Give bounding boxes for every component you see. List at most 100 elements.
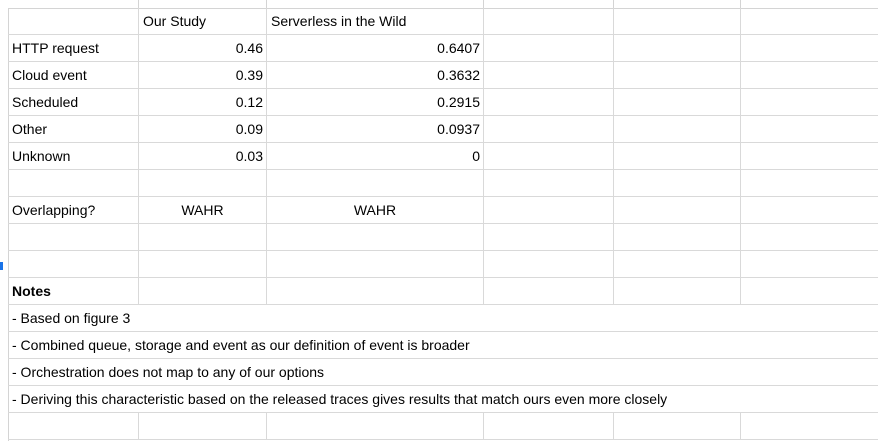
cell[interactable]	[139, 170, 267, 197]
cell[interactable]	[741, 143, 878, 170]
wild-value-cell[interactable]: 0.0937	[267, 116, 484, 143]
cell[interactable]	[614, 143, 741, 170]
cell[interactable]	[614, 35, 741, 62]
note-text: - Deriving this characteristic based on …	[12, 391, 668, 407]
cell[interactable]	[741, 62, 878, 89]
cell[interactable]	[614, 224, 741, 251]
our-study-value-cell[interactable]: 0.09	[139, 116, 267, 143]
cell[interactable]	[741, 170, 878, 197]
cell[interactable]	[484, 143, 614, 170]
note-cell[interactable]: - Orchestration does not map to any of o…	[8, 359, 878, 386]
cell[interactable]	[484, 35, 614, 62]
our-study-value-cell[interactable]: 0.39	[139, 62, 267, 89]
note-cell[interactable]: - Combined queue, storage and event as o…	[8, 332, 878, 359]
cell[interactable]	[267, 224, 484, 251]
cell[interactable]	[267, 251, 484, 278]
cell[interactable]	[139, 251, 267, 278]
row-label-cell[interactable]: Overlapping?	[8, 197, 139, 224]
cell[interactable]	[484, 251, 614, 278]
row-label-cell[interactable]: HTTP request	[8, 35, 139, 62]
note-cell[interactable]: - Based on figure 3	[8, 305, 878, 332]
cell[interactable]	[741, 197, 878, 224]
table-row: Cloud event 0.39 0.3632	[8, 62, 878, 89]
cell[interactable]	[614, 89, 741, 116]
cell[interactable]	[614, 413, 741, 440]
column-header-serverless-in-the-wild[interactable]: Serverless in the Wild	[267, 8, 484, 35]
column-separator[interactable]	[483, 0, 484, 8]
table-row: Scheduled 0.12 0.2915	[8, 89, 878, 116]
cell[interactable]	[614, 116, 741, 143]
cell[interactable]	[8, 251, 139, 278]
cell-text: 0.2915	[437, 94, 480, 110]
cell[interactable]	[484, 62, 614, 89]
cell[interactable]	[741, 8, 878, 35]
cell[interactable]	[614, 8, 741, 35]
cell[interactable]	[8, 224, 139, 251]
our-study-value-cell[interactable]: 0.03	[139, 143, 267, 170]
wild-boolean-cell[interactable]: WAHR	[267, 197, 484, 224]
cell[interactable]	[484, 197, 614, 224]
cell[interactable]	[614, 62, 741, 89]
cell[interactable]	[484, 89, 614, 116]
cell-text: HTTP request	[12, 40, 99, 56]
table-row: - Based on figure 3	[8, 305, 878, 332]
table-row	[8, 170, 878, 197]
notes-title-cell[interactable]: Notes	[8, 278, 139, 305]
cell[interactable]	[267, 170, 484, 197]
wild-value-cell[interactable]: 0.6407	[267, 35, 484, 62]
cell[interactable]	[267, 278, 484, 305]
cell[interactable]	[741, 116, 878, 143]
cell[interactable]	[484, 116, 614, 143]
cell-text: Serverless in the Wild	[271, 13, 407, 29]
column-separator[interactable]	[266, 0, 267, 8]
cell[interactable]	[484, 278, 614, 305]
cell[interactable]	[8, 413, 139, 440]
cell[interactable]	[614, 278, 741, 305]
wild-value-cell[interactable]: 0.2915	[267, 89, 484, 116]
cell[interactable]	[484, 8, 614, 35]
cell[interactable]	[614, 170, 741, 197]
cell[interactable]	[741, 413, 878, 440]
cell[interactable]	[741, 251, 878, 278]
note-cell[interactable]: - Deriving this characteristic based on …	[8, 386, 878, 413]
cell[interactable]	[139, 413, 267, 440]
our-study-value-cell[interactable]: 0.46	[139, 35, 267, 62]
cell[interactable]	[484, 170, 614, 197]
our-study-value-cell[interactable]: 0.12	[139, 89, 267, 116]
cell[interactable]	[741, 224, 878, 251]
table-row: - Deriving this characteristic based on …	[8, 386, 878, 413]
cell[interactable]	[484, 224, 614, 251]
cell-text: 0.12	[235, 94, 263, 110]
cell[interactable]	[614, 197, 741, 224]
cell[interactable]	[484, 413, 614, 440]
note-text: - Orchestration does not map to any of o…	[12, 364, 325, 380]
cell[interactable]	[614, 251, 741, 278]
note-text: - Combined queue, storage and event as o…	[12, 337, 470, 353]
table-row: Overlapping? WAHR WAHR	[8, 197, 878, 224]
row-label-cell[interactable]: Other	[8, 116, 139, 143]
cell[interactable]	[741, 278, 878, 305]
cell[interactable]	[741, 35, 878, 62]
column-header-our-study[interactable]: Our Study	[139, 8, 267, 35]
table-row: Our Study Serverless in the Wild	[8, 8, 878, 35]
our-study-boolean-cell[interactable]: WAHR	[139, 197, 267, 224]
row-label-cell[interactable]: Scheduled	[8, 89, 139, 116]
cell-text: WAHR	[353, 202, 397, 218]
cell-text: 0	[472, 148, 480, 164]
cell[interactable]	[8, 170, 139, 197]
cell[interactable]	[139, 224, 267, 251]
cell[interactable]	[139, 278, 267, 305]
column-header-strip	[0, 0, 878, 9]
column-separator[interactable]	[138, 0, 139, 8]
row-label-cell[interactable]: Unknown	[8, 143, 139, 170]
column-separator[interactable]	[613, 0, 614, 8]
cell[interactable]	[267, 413, 484, 440]
wild-value-cell[interactable]: 0.3632	[267, 62, 484, 89]
column-separator[interactable]	[740, 0, 741, 8]
cell[interactable]	[741, 89, 878, 116]
cell-text: Notes	[12, 283, 51, 299]
row-label-cell[interactable]: Cloud event	[8, 62, 139, 89]
cell[interactable]	[8, 8, 139, 35]
note-text: - Based on figure 3	[12, 310, 131, 326]
wild-value-cell[interactable]: 0	[267, 143, 484, 170]
